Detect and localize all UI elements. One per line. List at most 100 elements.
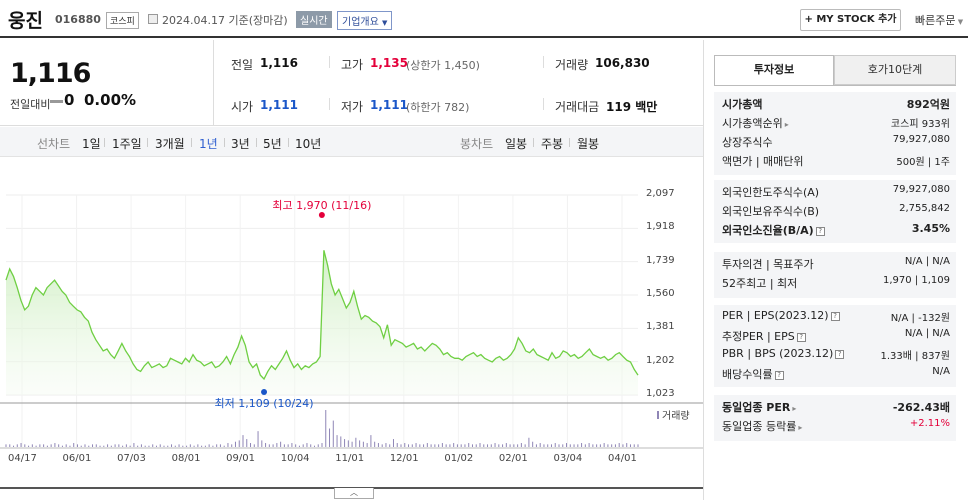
volume-bar [633, 444, 635, 447]
info-row-value: N/A [932, 366, 950, 377]
quick-order-button[interactable]: 빠른주문 ▼ [915, 12, 963, 28]
info-row-label: 배당수익률 [722, 368, 773, 381]
mystock-add-button[interactable]: + MY STOCK 추가 [800, 9, 901, 31]
info-row[interactable]: 시가총액순위 ▸ 코스피 933위 [722, 115, 950, 133]
volume-bar [272, 444, 274, 447]
y-tick-label: 1,023 [646, 388, 675, 399]
prev-close-value: 1,116 [260, 56, 298, 70]
volume-bar [479, 443, 481, 447]
info-row[interactable]: 동일업종 등락률 ▸ +2.11% [722, 418, 950, 436]
volume-bar [520, 443, 522, 447]
volume-bar [569, 444, 571, 447]
candle-daily[interactable]: 일봉 [505, 137, 528, 151]
x-tick-label: 11/01 [335, 453, 365, 464]
collapse-chart-button[interactable]: ︿ [334, 488, 374, 499]
info-row[interactable]: 외국인소진율(B/A)? 3.45% [722, 222, 950, 240]
price-chart[interactable]: 최고 1,970 (11/16) 최저 1,109 (10/24) 거래량 [0, 185, 703, 485]
volume-bar [246, 439, 248, 447]
volume-bar [483, 444, 485, 447]
volume-bar [73, 443, 75, 447]
tab-hoga[interactable]: 호가10단계 [834, 55, 956, 85]
volume-bar [223, 445, 225, 447]
x-tick-label: 02/01 [498, 453, 528, 464]
lower-limit: (하한가 782) [406, 101, 470, 114]
chevron-down-icon: ▼ [955, 18, 964, 26]
volume-bar [20, 443, 22, 447]
y-tick-label: 1,739 [646, 254, 675, 266]
prev-change-label: 전일대비 [10, 98, 51, 111]
volume-bar [140, 444, 142, 447]
period-10y[interactable]: 10년 [295, 137, 322, 151]
period-3m[interactable]: 3개월 [155, 137, 185, 151]
volume-bar [547, 444, 549, 447]
info-row: 52주최고 | 최저 1,970 | 1,109 [722, 275, 950, 293]
volume-bar [110, 445, 112, 447]
volume-bar [404, 443, 406, 447]
candle-weekly[interactable]: 주봉 [541, 137, 564, 151]
volume-bar [253, 444, 255, 447]
volume-bar [155, 445, 157, 447]
volume-bar [46, 445, 48, 447]
period-1w[interactable]: 1주일 [112, 137, 142, 151]
volume-bar [347, 440, 349, 447]
volume-bar [325, 410, 327, 447]
info-row[interactable]: PER | EPS(2023.12)? N/A | -132원 [722, 309, 950, 327]
info-row[interactable]: 동일업종 PER ▸ -262.43배 [722, 399, 950, 417]
info-row[interactable]: 배당수익률? N/A [722, 366, 950, 384]
volume-bar [295, 444, 297, 447]
volume-bar [340, 436, 342, 447]
help-icon[interactable]: ? [774, 370, 784, 380]
volume-bar [614, 444, 616, 447]
volume-bar [618, 443, 620, 447]
help-icon[interactable]: ? [796, 332, 806, 342]
info-row: 투자의견 | 목표주가 N/A | N/A [722, 256, 950, 274]
volume-bar [490, 444, 492, 447]
tab-invest-info[interactable]: 투자정보 [714, 55, 834, 85]
period-5y[interactable]: 5년 [263, 137, 282, 151]
divider [329, 56, 330, 68]
period-3y[interactable]: 3년 [231, 137, 250, 151]
info-row-label: 외국인소진율(B/A) [722, 224, 814, 237]
amount-value: 119 백만 [606, 100, 658, 114]
info-row[interactable]: PBR | BPS (2023.12)? 1.33배 | 837원 [722, 347, 950, 365]
price-line [5, 250, 639, 381]
prev-close-label: 전일 [231, 58, 254, 72]
help-icon[interactable]: ? [815, 226, 825, 236]
info-row: 액면가 | 매매단위 500원 | 1주 [722, 153, 950, 171]
volume-bar [581, 443, 583, 447]
info-row-label: 시가총액 [722, 98, 763, 111]
period-1d[interactable]: 1일 [82, 137, 101, 151]
info-row-label: 추정PER | EPS [722, 330, 795, 343]
period-1y[interactable]: 1년 [199, 137, 218, 151]
info-row: 외국인한도주식수(A) 79,927,080 [722, 184, 950, 202]
volume-bar [573, 444, 575, 447]
volume-bar [449, 444, 451, 447]
volume-bar [13, 445, 15, 447]
help-icon[interactable]: ? [830, 311, 840, 321]
high-label: 고가 [341, 58, 364, 72]
volume-bar [532, 441, 534, 447]
volume-bar [392, 439, 394, 447]
x-tick-label: 04/17 [8, 453, 37, 464]
volume-bar [344, 439, 346, 447]
right-panel: 투자정보 호가10단계 시가총액 892억원 시가총액순위 ▸ 코스피 933위 상장주식… [703, 40, 968, 500]
info-row-value: 892억원 [906, 98, 950, 111]
volume-bar [629, 444, 631, 447]
info-row: 상장주식수 79,927,080 [722, 134, 950, 152]
company-overview-button[interactable]: 기업개요 ▼ [337, 11, 393, 30]
x-tick-label: 09/01 [226, 453, 255, 464]
help-icon[interactable]: ? [835, 349, 845, 359]
volume-bar [524, 444, 526, 447]
info-row-value: 1,970 | 1,109 [883, 275, 950, 286]
volume-bar [385, 443, 387, 447]
info-row-label: 상장주식수 [722, 136, 773, 149]
volume-bar [204, 445, 206, 447]
info-group-valuation: PER | EPS(2023.12)? N/A | -132원 추정PER | EP… [714, 305, 956, 387]
volume-bar [9, 444, 11, 447]
volume-bar [76, 444, 78, 447]
candle-monthly[interactable]: 월봉 [577, 137, 600, 151]
volume-bar [24, 444, 26, 447]
volume-legend-label: 거래량 [662, 410, 690, 422]
volume-bar [370, 435, 372, 447]
info-row[interactable]: 추정PER | EPS? N/A | N/A [722, 328, 950, 346]
